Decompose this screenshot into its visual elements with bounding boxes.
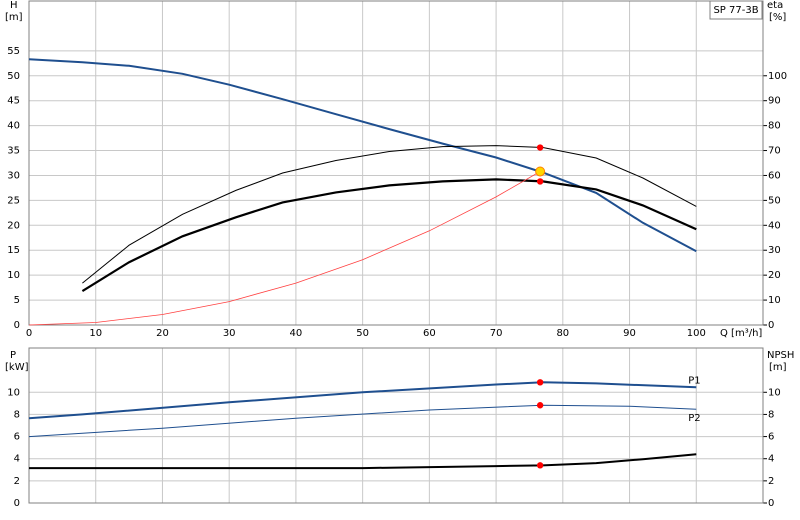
x-tick-label: 90 <box>623 328 636 339</box>
y2-tick-label: 0 <box>768 320 774 331</box>
y2-tick-label: 50 <box>768 195 781 206</box>
y2-tick-label: 6 <box>768 432 774 443</box>
operating-point <box>536 462 544 469</box>
y-tick-label: 5 <box>14 295 20 306</box>
y-tick-label: 4 <box>14 454 20 465</box>
title-box <box>709 0 763 20</box>
y-tick-label: 55 <box>7 46 20 57</box>
plot-frame <box>28 0 764 326</box>
operating-point <box>536 178 544 185</box>
y-tick-label: 50 <box>7 71 20 82</box>
y-axis-unit: [kW] <box>5 362 29 373</box>
y-tick-label: 35 <box>7 146 20 157</box>
series-label: P2 <box>688 413 700 424</box>
y2-tick-label: 10 <box>768 295 781 306</box>
y-tick-label: 25 <box>7 195 20 206</box>
y2-tick-label: 8 <box>768 409 774 420</box>
y2-tick-label: 2 <box>768 476 774 487</box>
y-tick-label: 6 <box>14 432 20 443</box>
y2-tick-label: 90 <box>768 96 781 107</box>
y2-axis-unit: [%] <box>769 12 786 23</box>
series-line <box>28 58 697 253</box>
operating-point <box>536 402 544 409</box>
y-tick-label: 0 <box>14 320 20 331</box>
y2-axis-label: NPSH <box>767 350 794 361</box>
y2-tick-label: 80 <box>768 121 781 132</box>
x-tick-label: 0 <box>26 328 32 339</box>
x-tick-label: 80 <box>556 328 569 339</box>
y2-tick-label: 100 <box>768 71 787 82</box>
y2-tick-label: 70 <box>768 146 781 157</box>
y-tick-label: 8 <box>14 409 20 420</box>
x-tick-label: 30 <box>223 328 236 339</box>
x-tick-label: 100 <box>687 328 706 339</box>
operating-point <box>535 166 546 177</box>
series-label: P1 <box>688 375 700 386</box>
y-tick-label: 40 <box>7 121 20 132</box>
chart-title: SP 77-3B <box>713 5 758 16</box>
series-line <box>82 145 697 284</box>
y2-tick-label: 20 <box>768 270 781 281</box>
operating-point <box>536 144 544 151</box>
y-axis-unit: [m] <box>5 12 23 23</box>
operating-point <box>536 379 544 386</box>
y2-axis-label: eta <box>767 0 783 11</box>
x-tick-label: 60 <box>423 328 436 339</box>
y2-tick-label: 60 <box>768 170 781 181</box>
x-tick-label: 70 <box>490 328 503 339</box>
y-tick-label: 10 <box>7 387 20 398</box>
y-tick-label: 15 <box>7 245 20 256</box>
y2-tick-label: 0 <box>768 498 774 509</box>
y-tick-label: 2 <box>14 476 20 487</box>
y-tick-label: 45 <box>7 96 20 107</box>
y-tick-label: 10 <box>7 270 20 281</box>
y-axis-label: H <box>10 0 18 11</box>
series-line <box>28 171 541 326</box>
x-tick-label: 50 <box>356 328 369 339</box>
series-line <box>28 381 697 420</box>
y2-tick-label: 30 <box>768 245 781 256</box>
series-line <box>81 178 697 293</box>
y-tick-label: 20 <box>7 220 20 231</box>
plot-frame <box>28 347 764 504</box>
y-tick-label: 0 <box>14 498 20 509</box>
x-axis-label: Q [m³/h] <box>720 328 762 339</box>
x-tick-label: 10 <box>89 328 102 339</box>
x-tick-label: 20 <box>156 328 169 339</box>
y2-tick-label: 10 <box>768 387 781 398</box>
series-line <box>28 404 697 438</box>
y-axis-label: P <box>10 350 16 361</box>
y-tick-label: 30 <box>7 170 20 181</box>
y2-tick-label: 40 <box>768 220 781 231</box>
y2-axis-unit: [m] <box>769 362 787 373</box>
x-tick-label: 40 <box>290 328 303 339</box>
y2-tick-label: 4 <box>768 454 774 465</box>
